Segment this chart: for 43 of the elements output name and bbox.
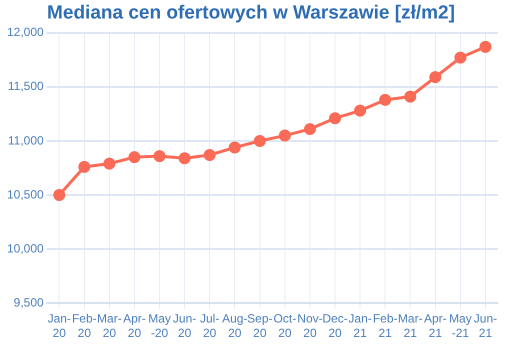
x-tick-label: Oct-20: [274, 312, 296, 340]
x-tick-label: Mar-20: [97, 312, 122, 340]
x-tick-label: Sep-20: [247, 312, 272, 340]
y-tick-label: 12,000: [7, 25, 44, 40]
point: [103, 158, 116, 170]
point: [228, 141, 241, 154]
point: [354, 104, 366, 117]
x-tick-label: Apr-20: [123, 312, 146, 340]
point: [53, 189, 66, 202]
x-tick-label: Apr-21: [424, 312, 447, 340]
point: [254, 134, 266, 147]
chart-title: Mediana cen ofertowych w Warszawie [zł/m2]: [47, 2, 455, 24]
x-tick-label: Feb-20: [72, 312, 97, 340]
y-tick-label: 10,500: [7, 187, 44, 202]
y-tick-label: 11,000: [8, 133, 44, 148]
x-tick-label: Jan-21: [348, 312, 372, 340]
x-tick-label: Jun-21: [474, 312, 498, 340]
x-tick-label: Aug-20: [222, 312, 248, 340]
point: [278, 130, 291, 142]
x-tick-label: Dec-20: [322, 312, 348, 340]
point: [178, 152, 191, 164]
x-tick-label: May -20: [148, 312, 171, 340]
y-tick-label: 10,000: [7, 241, 44, 256]
x-tick-label: Nov-20: [297, 312, 323, 340]
point: [479, 40, 492, 53]
point: [204, 149, 216, 162]
x-tick-label: Jul-20: [200, 312, 220, 340]
y-tick-label: 9,500: [14, 296, 44, 310]
point: [128, 151, 140, 164]
point: [329, 112, 342, 124]
x-tick-label: May -21: [449, 312, 472, 340]
point: [404, 90, 416, 103]
point: [454, 52, 466, 64]
x-tick-label: Jun-20: [172, 312, 196, 340]
point: [429, 71, 442, 84]
x-tick-label: Mar-21: [398, 312, 423, 340]
x-tick-label: Jan-20: [48, 312, 71, 340]
x-tick-label: Feb-21: [372, 312, 398, 340]
y-tick-label: 11,500: [8, 79, 44, 94]
point: [379, 94, 392, 106]
point: [154, 150, 166, 162]
point: [304, 123, 316, 136]
point: [78, 160, 90, 173]
